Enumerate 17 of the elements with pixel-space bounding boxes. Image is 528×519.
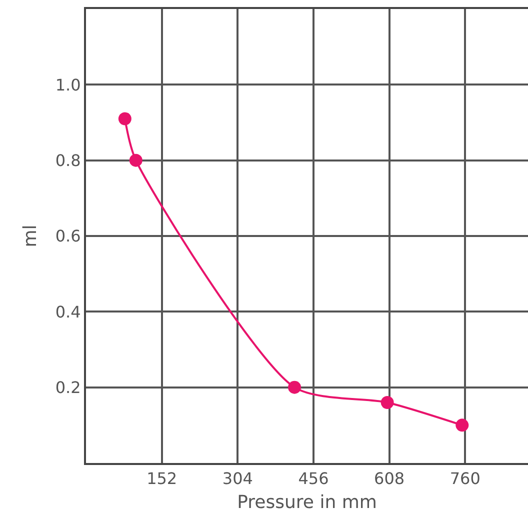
y-tick-label: 0.2: [55, 378, 81, 397]
x-tick-label: 152: [146, 469, 178, 488]
x-tick-label: 304: [222, 469, 253, 488]
y-tick-label: 0.4: [55, 302, 81, 322]
point: [129, 154, 142, 167]
y-axis-title: ml: [20, 224, 42, 248]
y-tick-label: 1.0: [55, 75, 81, 94]
y-tick-label: 0.6: [55, 226, 81, 246]
point: [380, 396, 394, 409]
x-tick-label: 608: [374, 469, 405, 488]
y-tick-label: 0.8: [55, 150, 81, 170]
x-tick-label: 760: [450, 469, 480, 488]
point: [118, 112, 132, 126]
x-tick-label: 456: [298, 469, 329, 488]
point: [288, 380, 302, 394]
x-axis-title: Pressure in mm: [237, 492, 377, 513]
point: [456, 418, 469, 432]
